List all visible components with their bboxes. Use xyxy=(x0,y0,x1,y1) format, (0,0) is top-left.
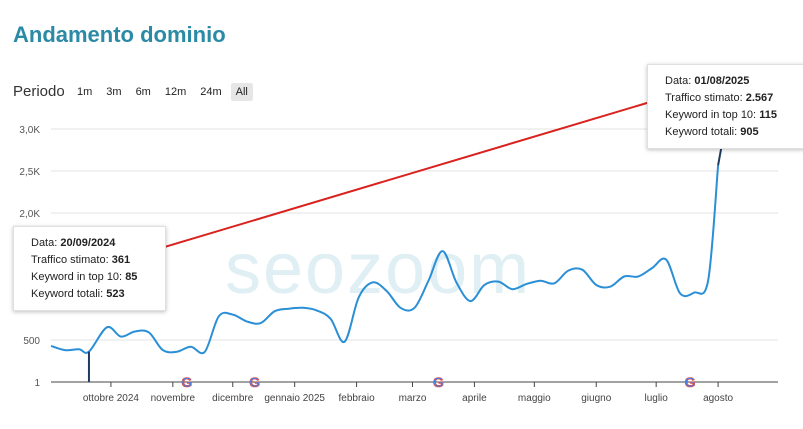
x-tick-label: novembre xyxy=(151,393,196,404)
period-btn-3m[interactable]: 3m xyxy=(101,83,127,101)
x-tick-label: dicembre xyxy=(212,393,254,404)
x-tick-label: gennaio 2025 xyxy=(264,393,325,404)
tt-top10: 85 xyxy=(125,271,138,283)
x-axis: ottobre 2024 novembre dicembre gennaio 2025… xyxy=(51,381,778,404)
google-update-icon[interactable]: G xyxy=(249,374,261,391)
tt-total: 905 xyxy=(740,126,759,138)
y-tick-label: 3,0K xyxy=(19,125,40,136)
x-tick-label: luglio xyxy=(644,393,668,404)
y-tick-label: 2,0K xyxy=(19,209,40,220)
tt-date: 01/08/2025 xyxy=(694,75,750,87)
period-btn-1m[interactable]: 1m xyxy=(72,83,98,101)
tt-top10-label: Keyword in top 10: xyxy=(31,271,123,283)
tt-date-label: Data: xyxy=(31,237,58,249)
y-axis: 1 500 2,0K 2,5K 3,0K xyxy=(19,125,40,389)
period-btn-all[interactable]: All xyxy=(230,83,253,101)
tt-top10: 115 xyxy=(759,109,777,121)
x-tick-label: marzo xyxy=(399,393,427,404)
period-btn-24m[interactable]: 24m xyxy=(195,83,227,101)
x-tick-label: maggio xyxy=(518,393,551,404)
page-title: Andamento dominio xyxy=(13,22,226,47)
tt-total-label: Keyword totali: xyxy=(665,126,738,138)
x-tick-label: giugno xyxy=(581,393,611,404)
tt-date: 20/09/2024 xyxy=(60,237,116,249)
tt-date-label: Data: xyxy=(665,75,692,87)
tt-total-label: Keyword totali: xyxy=(31,288,104,300)
y-tick-label: 1 xyxy=(34,378,40,389)
tt-traffic-label: Traffico stimato: xyxy=(665,92,743,104)
y-tick-label: 2,5K xyxy=(19,167,40,178)
tt-top10-label: Keyword in top 10: xyxy=(665,109,757,121)
tt-traffic: 2.567 xyxy=(745,92,774,104)
tooltip-aug-2025: Data: 01/08/2025 Traffico stimato: 2.567… xyxy=(647,64,803,149)
google-update-icon[interactable]: G xyxy=(684,374,696,391)
x-tick-label: ottobre 2024 xyxy=(83,393,140,404)
period-btn-6m[interactable]: 6m xyxy=(130,83,156,101)
x-tick-label: febbraio xyxy=(339,393,376,404)
google-update-icon[interactable]: G xyxy=(433,374,445,391)
traffic-series-line xyxy=(50,165,720,355)
tooltip-sep-2024: Data: 20/09/2024 Traffico stimato: 361 K… xyxy=(13,226,166,311)
y-tick-label: 500 xyxy=(23,336,40,347)
x-tick-label: aprile xyxy=(462,393,487,404)
tt-traffic-label: Traffico stimato: xyxy=(31,254,109,266)
period-label: Periodo xyxy=(13,83,65,100)
tt-traffic: 361 xyxy=(111,254,131,266)
period-selector: 1m 3m 6m 12m 24m All xyxy=(72,83,253,101)
period-btn-12m[interactable]: 12m xyxy=(159,83,192,101)
tt-total: 523 xyxy=(106,288,125,300)
comparison-arrow xyxy=(130,94,669,258)
watermark-logo: seozoom xyxy=(225,229,531,309)
x-tick-label: agosto xyxy=(703,393,733,404)
google-update-icon[interactable]: G xyxy=(181,374,193,391)
